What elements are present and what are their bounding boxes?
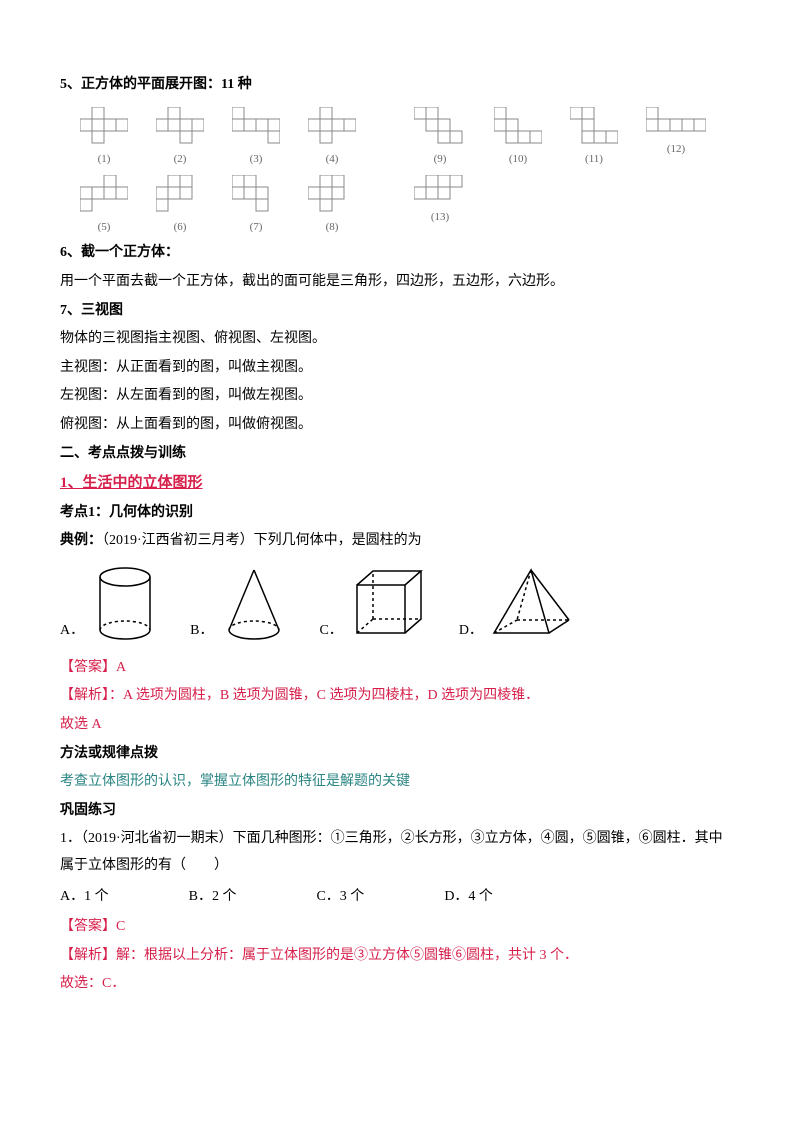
shapes-row: A． B． C． — [60, 565, 734, 645]
net-label: (9) — [434, 149, 447, 170]
opt-c-label: C． — [319, 618, 342, 645]
net-13 — [414, 175, 466, 205]
section-6-title: 6、截一个正方体： — [60, 240, 734, 267]
net-7 — [232, 175, 280, 215]
kd1-answer: 【答案】A — [60, 655, 734, 682]
section-7-l1: 物体的三视图指主视图、俯视图、左视图。 — [60, 326, 734, 353]
cube-icon — [349, 565, 429, 645]
kd1-title: 考点1：几何体的识别 — [60, 500, 734, 527]
jx-body: ：A 选项为圆柱，B 选项为圆锥，C 选项为四棱柱，D 选项为四棱锥． — [109, 688, 539, 703]
net-5 — [80, 175, 128, 215]
gg-options: A．1 个 B．2 个 C．3 个 D．4 个 — [60, 884, 734, 911]
net-6 — [156, 175, 204, 215]
ff-body: 考查立体图形的认识，掌握立体图形的特征是解题的关键 — [60, 769, 734, 796]
net-label: (8) — [326, 217, 339, 238]
net-label: (2) — [174, 149, 187, 170]
gg-ans-value: C — [116, 919, 125, 934]
nets-row-1: (1) (2) (3) (4) — [80, 107, 734, 170]
kd1-example: 典例：（2019·江西省初三月考）下列几何体中，是圆柱的为 — [60, 528, 734, 555]
net-9 — [414, 107, 466, 147]
net-4 — [308, 107, 356, 147]
ans-value: A — [116, 660, 126, 675]
ans-label: 【答案】 — [60, 660, 116, 675]
net-label: (4) — [326, 149, 339, 170]
net-label: (6) — [174, 217, 187, 238]
ff-title: 方法或规律点拨 — [60, 741, 734, 768]
opt-d-label: D． — [459, 618, 483, 645]
net-label: (5) — [98, 217, 111, 238]
gg-jx-label: 【解析】 — [60, 948, 116, 963]
gg-opt-b: B．2 个 — [189, 884, 237, 911]
section-7-l3: 左视图：从左面看到的图，叫做左视图。 — [60, 383, 734, 410]
gg-jx-body: 解：根据以上分析：属于立体图形的是③立方体⑤圆锥⑥圆柱，共计 3 个． — [116, 948, 578, 963]
section-7-l4: 俯视图：从上面看到的图，叫做俯视图。 — [60, 412, 734, 439]
gg-opt-a: A．1 个 — [60, 884, 109, 911]
section-7-l2: 主视图：从正面看到的图，叫做主视图。 — [60, 355, 734, 382]
net-12 — [646, 107, 706, 137]
gg-opt-d: D．4 个 — [444, 884, 493, 911]
gg-opt-c: C．3 个 — [316, 884, 364, 911]
gg-jiexi: 【解析】解：根据以上分析：属于立体图形的是③立方体⑤圆锥⑥圆柱，共计 3 个． — [60, 943, 734, 970]
section-6-body: 用一个平面去截一个正方体，截出的面可能是三角形，四边形，五边形，六边形。 — [60, 269, 734, 296]
gg-guxuan: 故选：C． — [60, 971, 734, 998]
nets-row-2: (5) (6) (7) (8) — [80, 175, 734, 238]
cylinder-icon — [90, 565, 160, 645]
net-label: (13) — [431, 207, 449, 228]
kd1-guxuan: 故选 A — [60, 712, 734, 739]
kd1-jiexi: 【解析】：A 选项为圆柱，B 选项为圆锥，C 选项为四棱柱，D 选项为四棱锥． — [60, 683, 734, 710]
opt-a-label: A． — [60, 618, 84, 645]
section-7-title: 7、三视图 — [60, 298, 734, 325]
gg-answer: 【答案】C — [60, 914, 734, 941]
gg-ans-label: 【答案】 — [60, 919, 116, 934]
pyramid-icon — [489, 565, 574, 645]
ex-label: 典例： — [60, 533, 102, 548]
gg-title: 巩固练习 — [60, 798, 734, 825]
opt-b-label: B． — [190, 618, 213, 645]
net-label: (12) — [667, 139, 685, 160]
net-2 — [156, 107, 204, 147]
net-8 — [308, 175, 356, 215]
net-3 — [232, 107, 280, 147]
net-10 — [494, 107, 542, 147]
net-label: (11) — [585, 149, 603, 170]
net-1 — [80, 107, 128, 147]
cone-icon — [219, 565, 289, 645]
net-label: (10) — [509, 149, 527, 170]
gg-q1: 1．（2019·河北省初一期末）下面几种图形：①三角形，②长方形，③立方体，④圆… — [60, 826, 734, 879]
section-9-title: 1、生活中的立体图形 — [60, 469, 734, 498]
net-11 — [570, 107, 618, 147]
net-label: (7) — [250, 217, 263, 238]
jx-label: 【解析】 — [60, 688, 109, 703]
ex-body: （2019·江西省初三月考）下列几何体中，是圆柱的为 — [102, 533, 422, 548]
net-label: (1) — [98, 149, 111, 170]
net-label: (3) — [250, 149, 263, 170]
section-5-title: 5、正方体的平面展开图：11 种 — [60, 72, 734, 99]
section-8-title: 二、考点点拨与训练 — [60, 441, 734, 468]
